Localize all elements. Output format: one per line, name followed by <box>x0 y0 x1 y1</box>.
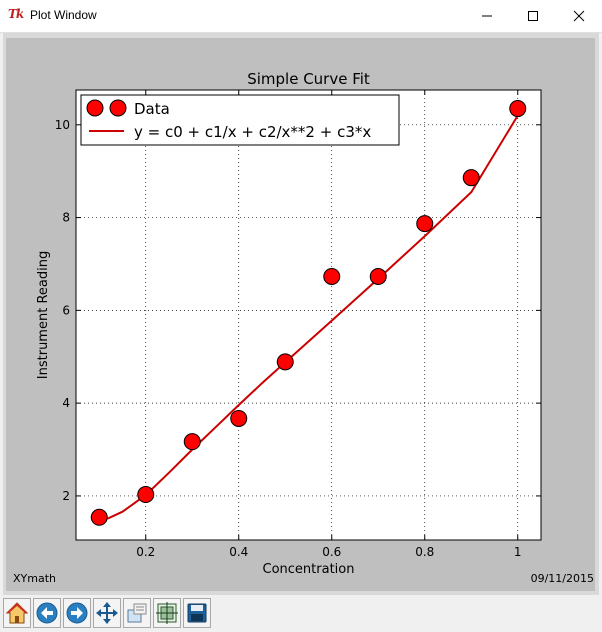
axes-frame <box>75 89 542 541</box>
close-icon <box>573 10 585 22</box>
x-tick-label: 0.2 <box>136 545 155 559</box>
app-name-label: XYmath <box>13 572 56 585</box>
fit-line <box>99 114 519 522</box>
y-tick-label: 8 <box>62 211 70 225</box>
chart-title: Simple Curve Fit <box>247 70 370 88</box>
close-button[interactable] <box>556 0 602 32</box>
legend-label-fit: y = c0 + c1/x + c2/x**2 + c3*x <box>134 123 371 141</box>
data-point <box>137 486 155 504</box>
save-button[interactable] <box>183 598 211 628</box>
data-point <box>183 433 201 451</box>
title-bar: Tk Plot Window <box>0 0 602 33</box>
x-tick-label: 0.6 <box>322 545 341 559</box>
y-tick-label: 6 <box>62 303 70 317</box>
forward-button[interactable] <box>63 598 91 628</box>
x-axis-label: Concentration <box>263 562 355 577</box>
home-button[interactable] <box>3 598 31 628</box>
home-icon <box>5 602 29 624</box>
back-arrow-icon <box>36 602 58 624</box>
legend-label-data: Data <box>134 100 170 118</box>
minimize-button[interactable] <box>464 0 510 32</box>
pan-button[interactable] <box>93 598 121 628</box>
plot-area <box>76 90 541 540</box>
subplots-button[interactable] <box>153 598 181 628</box>
plot-canvas[interactable]: 0.2 0.4 0.6 0.8 1 2 4 6 8 10 Simple Curve Fit Conce… <box>6 38 595 591</box>
y-axis-label: Instrument Reading <box>36 251 51 379</box>
data-point <box>276 353 294 371</box>
maximize-button[interactable] <box>510 0 556 32</box>
y-tick-label: 10 <box>55 118 70 132</box>
forward-arrow-icon <box>66 602 88 624</box>
legend-marker <box>109 99 127 117</box>
minimize-icon <box>482 15 492 17</box>
legend-box <box>80 94 400 146</box>
x-tick-label: 0.8 <box>415 545 434 559</box>
back-button[interactable] <box>33 598 61 628</box>
data-point <box>509 100 527 118</box>
x-tick-label: 0.4 <box>229 545 248 559</box>
subplots-icon <box>156 602 178 624</box>
save-icon <box>187 603 207 623</box>
data-point <box>416 215 434 233</box>
chart-svg: 0.2 0.4 0.6 0.8 1 2 4 6 8 10 Simple Curve Fit Conce… <box>36 70 542 577</box>
zoom-icon <box>127 603 147 623</box>
data-point <box>90 508 108 526</box>
date-label: 09/11/2015 <box>530 572 594 585</box>
data-point <box>323 267 341 285</box>
navigation-toolbar <box>0 597 602 632</box>
tk-app-icon: Tk <box>8 7 24 21</box>
maximize-icon <box>528 11 538 21</box>
pan-icon <box>96 602 118 624</box>
y-tick-label: 4 <box>62 396 70 410</box>
data-point <box>230 409 248 427</box>
window-title: Plot Window <box>30 8 97 22</box>
x-tick-label: 1 <box>514 545 522 559</box>
data-point <box>462 169 480 187</box>
data-point <box>369 267 387 285</box>
legend-marker <box>86 99 104 117</box>
zoom-button[interactable] <box>123 598 151 628</box>
legend: Data y = c0 + c1/x + c2/x**2 + c3*x <box>80 94 400 146</box>
y-tick-label: 2 <box>62 489 70 503</box>
